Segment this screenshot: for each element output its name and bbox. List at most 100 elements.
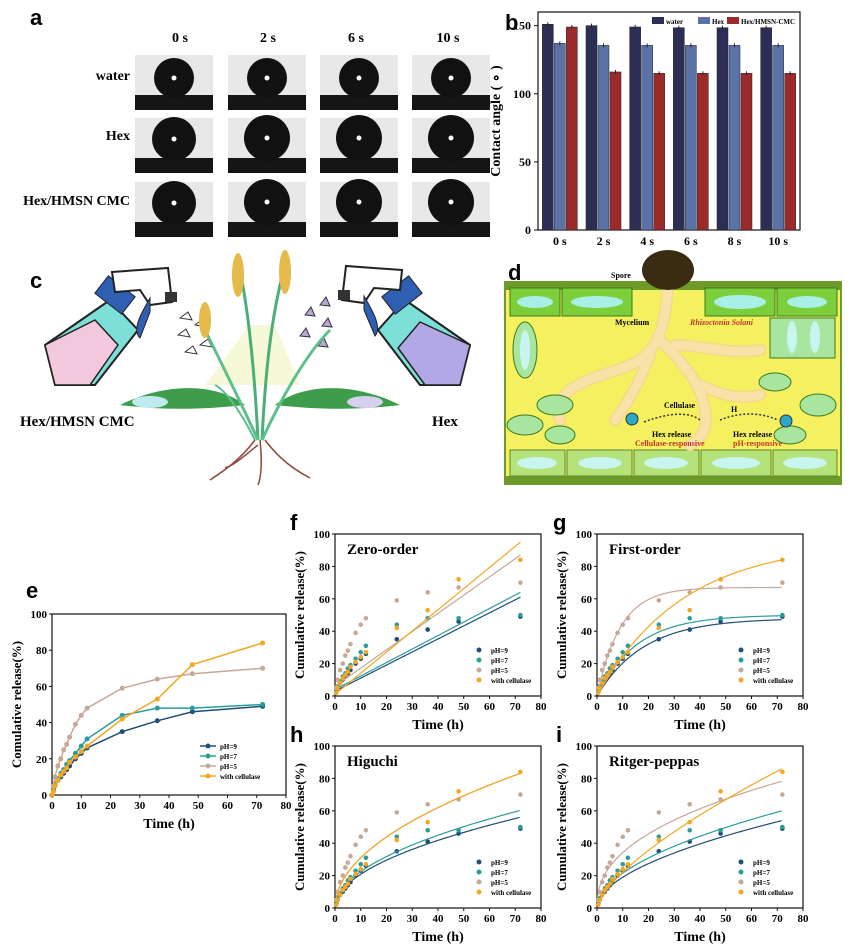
data-point bbox=[363, 649, 369, 655]
legend-marker bbox=[738, 869, 744, 875]
fit-curve bbox=[596, 780, 782, 898]
y-axis-label: Cumulative release(%) bbox=[554, 763, 569, 891]
y-tick-label: 50 bbox=[519, 155, 531, 169]
data-point bbox=[353, 659, 358, 665]
data-point bbox=[348, 876, 353, 882]
x-tick-label: 10 bbox=[617, 701, 629, 713]
data-point bbox=[456, 615, 461, 621]
legend-marker bbox=[738, 677, 744, 683]
mycelium-icon bbox=[552, 279, 766, 451]
bar-water bbox=[585, 25, 598, 231]
data-point bbox=[595, 902, 601, 908]
data-point bbox=[55, 763, 61, 769]
data-point bbox=[599, 680, 605, 686]
droplet-highlight bbox=[356, 135, 362, 141]
legend-label: pH=7 bbox=[753, 869, 770, 877]
data-point bbox=[55, 778, 61, 784]
data-point bbox=[52, 774, 58, 780]
chart-zero-order: 0 10 20 30 40 50 60 70 80 0 20 40 60 80 100 Time (h) Cum… bbox=[292, 529, 547, 733]
y-axis-label: Cumulative release(%) bbox=[554, 551, 569, 679]
data-point bbox=[72, 750, 78, 756]
data-point bbox=[345, 860, 351, 865]
legend-marker bbox=[205, 773, 211, 779]
data-point bbox=[625, 643, 631, 649]
data-point bbox=[718, 615, 723, 621]
y-tick-label: 20 bbox=[581, 871, 593, 883]
data-point bbox=[518, 769, 523, 775]
chart-title: Higuchi bbox=[347, 754, 398, 770]
data-point bbox=[425, 590, 431, 595]
data-point bbox=[620, 622, 626, 628]
droplet-highlight bbox=[448, 75, 454, 81]
x-axis-label: Time (h) bbox=[412, 930, 464, 945]
data-point bbox=[358, 654, 364, 660]
data-point bbox=[625, 855, 631, 861]
y-tick-label: 0 bbox=[42, 790, 48, 802]
data-point bbox=[260, 702, 266, 707]
data-point bbox=[189, 671, 195, 677]
data-point bbox=[687, 819, 692, 825]
data-point bbox=[615, 656, 620, 662]
data-point bbox=[456, 619, 461, 624]
legend-marker bbox=[738, 889, 744, 895]
bar-water bbox=[760, 27, 772, 231]
infected-cells-left bbox=[506, 321, 576, 445]
panel-letter-i: i bbox=[556, 722, 562, 747]
data-point bbox=[67, 734, 73, 740]
y-tick-label: 0 bbox=[325, 903, 331, 915]
plot-frame bbox=[334, 533, 542, 697]
data-point bbox=[597, 897, 602, 903]
data-point bbox=[340, 873, 346, 878]
data-point bbox=[518, 612, 523, 618]
time-label-0s: 0 s bbox=[172, 31, 189, 46]
data-point bbox=[780, 824, 785, 830]
data-point bbox=[610, 664, 615, 670]
data-point bbox=[119, 712, 125, 718]
droplet-highlight bbox=[171, 200, 177, 206]
x-axis-label: Time (h) bbox=[412, 718, 464, 733]
legend-swatch bbox=[698, 17, 710, 24]
data-point bbox=[620, 649, 626, 655]
x-tick-label: 20 bbox=[105, 800, 117, 812]
y-tick-label: 60 bbox=[319, 806, 331, 818]
data-point bbox=[358, 622, 364, 628]
substrate bbox=[412, 222, 490, 237]
x-tick-label: 0 bbox=[332, 701, 338, 713]
fit-curve bbox=[334, 773, 520, 902]
panel-letter-a: a bbox=[30, 5, 43, 30]
droplet-highlight bbox=[356, 75, 362, 81]
data-point bbox=[780, 769, 785, 775]
data-point bbox=[456, 577, 461, 582]
data-point bbox=[58, 756, 64, 762]
data-point bbox=[780, 612, 785, 618]
data-point bbox=[620, 834, 626, 840]
legend-label: pH=7 bbox=[753, 657, 770, 665]
data-point bbox=[78, 743, 84, 749]
data-point bbox=[337, 680, 343, 686]
legend-label: pH=7 bbox=[220, 753, 237, 761]
x-tick-label: 30 bbox=[407, 701, 419, 713]
x-tick-label: 20 bbox=[381, 913, 393, 925]
data-point bbox=[84, 705, 90, 711]
substrate bbox=[228, 95, 306, 110]
legend-label: pH=5 bbox=[220, 763, 237, 771]
data-point bbox=[58, 772, 64, 778]
data-point bbox=[189, 662, 195, 668]
chart-title: First-order bbox=[609, 542, 681, 558]
y-tick-label: 0 bbox=[525, 223, 531, 237]
data-point bbox=[615, 659, 620, 665]
data-point bbox=[615, 868, 620, 874]
data-point bbox=[353, 656, 358, 662]
data-point bbox=[625, 861, 631, 867]
x-axis-label: Time (h) bbox=[674, 930, 726, 945]
data-point bbox=[345, 648, 351, 653]
data-point bbox=[72, 754, 78, 760]
y-tick-label: 0 bbox=[587, 691, 593, 703]
fit-curve bbox=[596, 559, 782, 696]
x-tick-label: 50 bbox=[720, 701, 732, 713]
legend-marker bbox=[205, 763, 211, 769]
panel-a-droplet-grid: 0 s 2 s 6 s 10 s water Hex Hex/HMSN CMC bbox=[23, 31, 490, 237]
data-point bbox=[358, 834, 364, 840]
data-point bbox=[337, 667, 343, 673]
plant-cells-top bbox=[509, 287, 838, 317]
